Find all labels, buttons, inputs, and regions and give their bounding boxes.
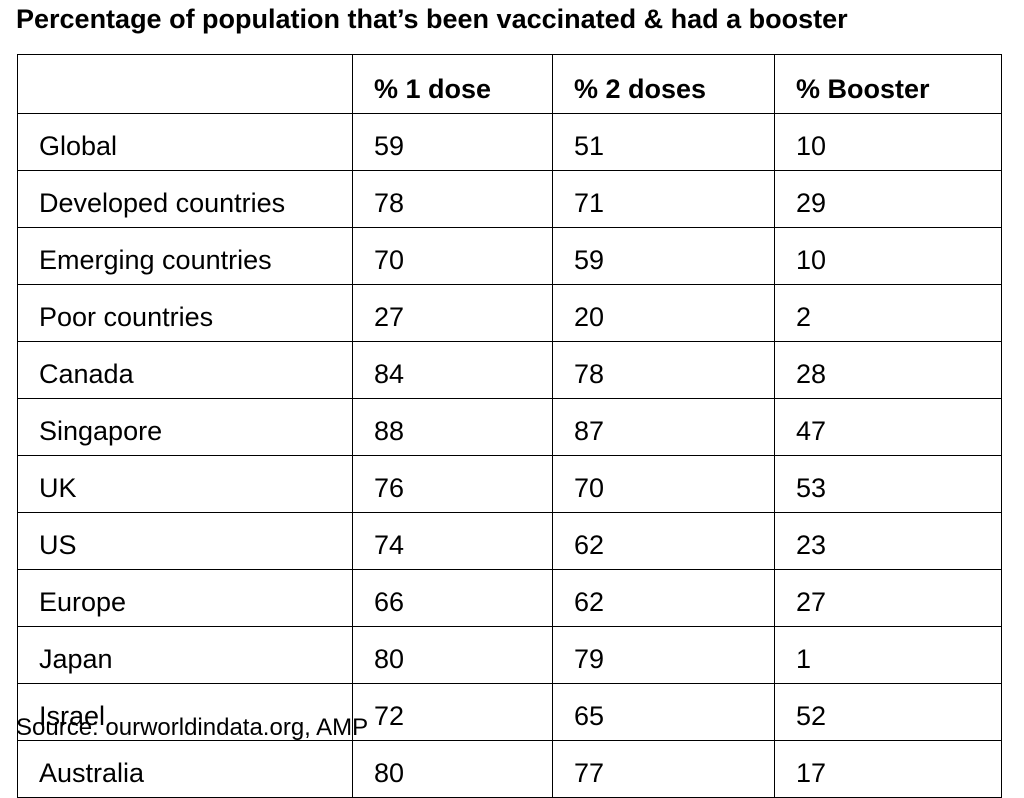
cell-booster: 10 (774, 227, 1002, 285)
header-cell-2-doses: % 2 doses (552, 54, 775, 114)
cell-dose-1: 76 (352, 455, 553, 513)
header-cell-blank (17, 54, 353, 114)
row-label: Europe (17, 569, 353, 627)
table-row: Developed countries 78 71 29 (17, 170, 1002, 228)
cell-doses-2: 62 (552, 512, 775, 570)
cell-doses-2: 65 (552, 683, 775, 741)
header-cell-booster: % Booster (774, 54, 1002, 114)
cell-booster: 53 (774, 455, 1002, 513)
table-title: Percentage of population that’s been vac… (16, 4, 848, 34)
cell-booster: 2 (774, 284, 1002, 342)
row-label: Australia (17, 740, 353, 798)
table-row: Emerging countries 70 59 10 (17, 227, 1002, 285)
cell-booster: 28 (774, 341, 1002, 399)
row-label: Poor countries (17, 284, 353, 342)
cell-doses-2: 70 (552, 455, 775, 513)
table-row: Canada 84 78 28 (17, 341, 1002, 399)
cell-dose-1: 59 (352, 113, 553, 171)
table-row: Australia 80 77 17 (17, 740, 1002, 798)
row-label: Developed countries (17, 170, 353, 228)
cell-doses-2: 79 (552, 626, 775, 684)
row-label: Israel (17, 683, 353, 741)
cell-dose-1: 72 (352, 683, 553, 741)
table-row: Japan 80 79 1 (17, 626, 1002, 684)
cell-doses-2: 59 (552, 227, 775, 285)
cell-booster: 52 (774, 683, 1002, 741)
source-note: Source: ourworldindata.org, AMP (16, 714, 369, 741)
table-row: Global 59 51 10 (17, 113, 1002, 171)
vaccination-table: % 1 dose % 2 doses % Booster Global 59 51 1… (17, 54, 1002, 798)
cell-doses-2: 51 (552, 113, 775, 171)
cell-doses-2: 77 (552, 740, 775, 798)
cell-booster: 1 (774, 626, 1002, 684)
cell-booster: 27 (774, 569, 1002, 627)
table-row: Poor countries 27 20 2 (17, 284, 1002, 342)
cell-dose-1: 74 (352, 512, 553, 570)
cell-dose-1: 80 (352, 740, 553, 798)
row-label: Singapore (17, 398, 353, 456)
cell-booster: 10 (774, 113, 1002, 171)
cell-doses-2: 20 (552, 284, 775, 342)
cell-doses-2: 62 (552, 569, 775, 627)
cell-booster: 17 (774, 740, 1002, 798)
cell-doses-2: 78 (552, 341, 775, 399)
cell-doses-2: 87 (552, 398, 775, 456)
row-label: UK (17, 455, 353, 513)
table-body: Global 59 51 10 Developed countries 78 71 29 Eme… (17, 113, 1002, 798)
row-label: US (17, 512, 353, 570)
cell-dose-1: 80 (352, 626, 553, 684)
table-row: US 74 62 23 (17, 512, 1002, 570)
header-cell-1-dose: % 1 dose (352, 54, 553, 114)
cell-doses-2: 71 (552, 170, 775, 228)
cell-dose-1: 27 (352, 284, 553, 342)
cell-booster: 29 (774, 170, 1002, 228)
row-label: Global (17, 113, 353, 171)
row-label: Emerging countries (17, 227, 353, 285)
table-row: Europe 66 62 27 (17, 569, 1002, 627)
row-label: Canada (17, 341, 353, 399)
cell-dose-1: 84 (352, 341, 553, 399)
cell-dose-1: 70 (352, 227, 553, 285)
cell-booster: 23 (774, 512, 1002, 570)
table-row: UK 76 70 53 (17, 455, 1002, 513)
table-row: Singapore 88 87 47 (17, 398, 1002, 456)
row-label: Japan (17, 626, 353, 684)
cell-dose-1: 88 (352, 398, 553, 456)
cell-dose-1: 66 (352, 569, 553, 627)
cell-booster: 47 (774, 398, 1002, 456)
header-row: % 1 dose % 2 doses % Booster (17, 54, 1002, 114)
cell-dose-1: 78 (352, 170, 553, 228)
